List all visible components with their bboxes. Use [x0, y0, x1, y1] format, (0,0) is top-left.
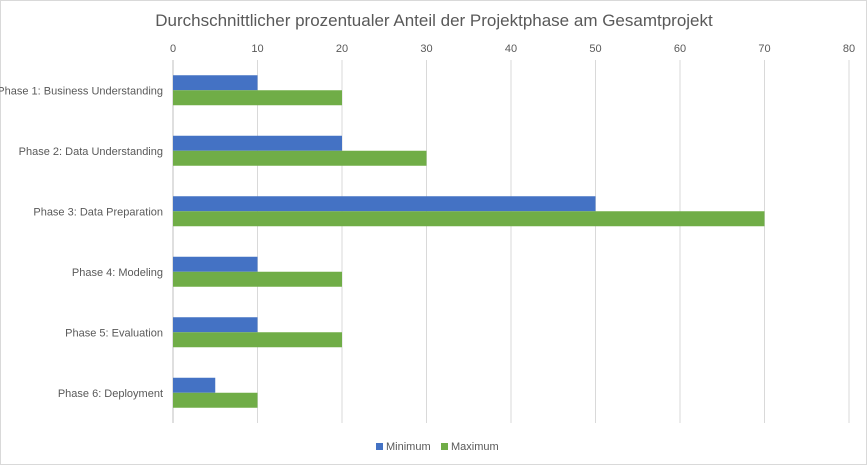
x-tick-label: 30: [420, 43, 432, 55]
bar-maximum-5: [173, 332, 342, 348]
category-label: Phase 3: Data Preparation: [33, 206, 163, 218]
bar-maximum-6: [173, 392, 258, 408]
x-tick-label: 10: [251, 43, 263, 55]
bar-minimum-3: [173, 196, 596, 212]
x-tick-label: 50: [589, 43, 601, 55]
bar-maximum-1: [173, 90, 342, 106]
category-label: Phase 1: Business Understanding: [0, 85, 163, 97]
category-label: Phase 2: Data Understanding: [19, 146, 163, 158]
x-tick-label: 40: [505, 43, 517, 55]
x-tick-label: 60: [674, 43, 686, 55]
bar-maximum-3: [173, 211, 765, 227]
x-tick-label: 0: [170, 43, 176, 55]
bar-minimum-4: [173, 256, 258, 272]
bars: [173, 75, 765, 408]
category-label: Phase 4: Modeling: [72, 267, 163, 279]
bar-maximum-2: [173, 150, 427, 166]
bar-minimum-2: [173, 135, 342, 151]
legend-label-maximum: Maximum: [451, 441, 499, 453]
legend-label-minimum: Minimum: [386, 441, 431, 453]
category-labels: Phase 1: Business Understanding Phase 2: …: [0, 85, 163, 400]
x-tick-label: 20: [336, 43, 348, 55]
bar-maximum-4: [173, 271, 342, 287]
legend-swatch-maximum: [441, 443, 448, 450]
bar-minimum-1: [173, 75, 258, 91]
bar-minimum-6: [173, 377, 216, 393]
x-axis-ticks: 0 10 20 30 40 50 60 70 80: [170, 43, 855, 55]
chart-title: Durchschnittlicher prozentualer Anteil d…: [155, 11, 713, 30]
x-tick-label: 80: [843, 43, 855, 55]
bar-minimum-5: [173, 317, 258, 333]
x-tick-label: 70: [758, 43, 770, 55]
legend-swatch-minimum: [376, 443, 383, 450]
legend: Minimum Maximum: [376, 441, 499, 453]
gridlines: [172, 60, 850, 423]
category-label: Phase 5: Evaluation: [65, 327, 163, 339]
category-label: Phase 6: Deployment: [58, 388, 163, 400]
